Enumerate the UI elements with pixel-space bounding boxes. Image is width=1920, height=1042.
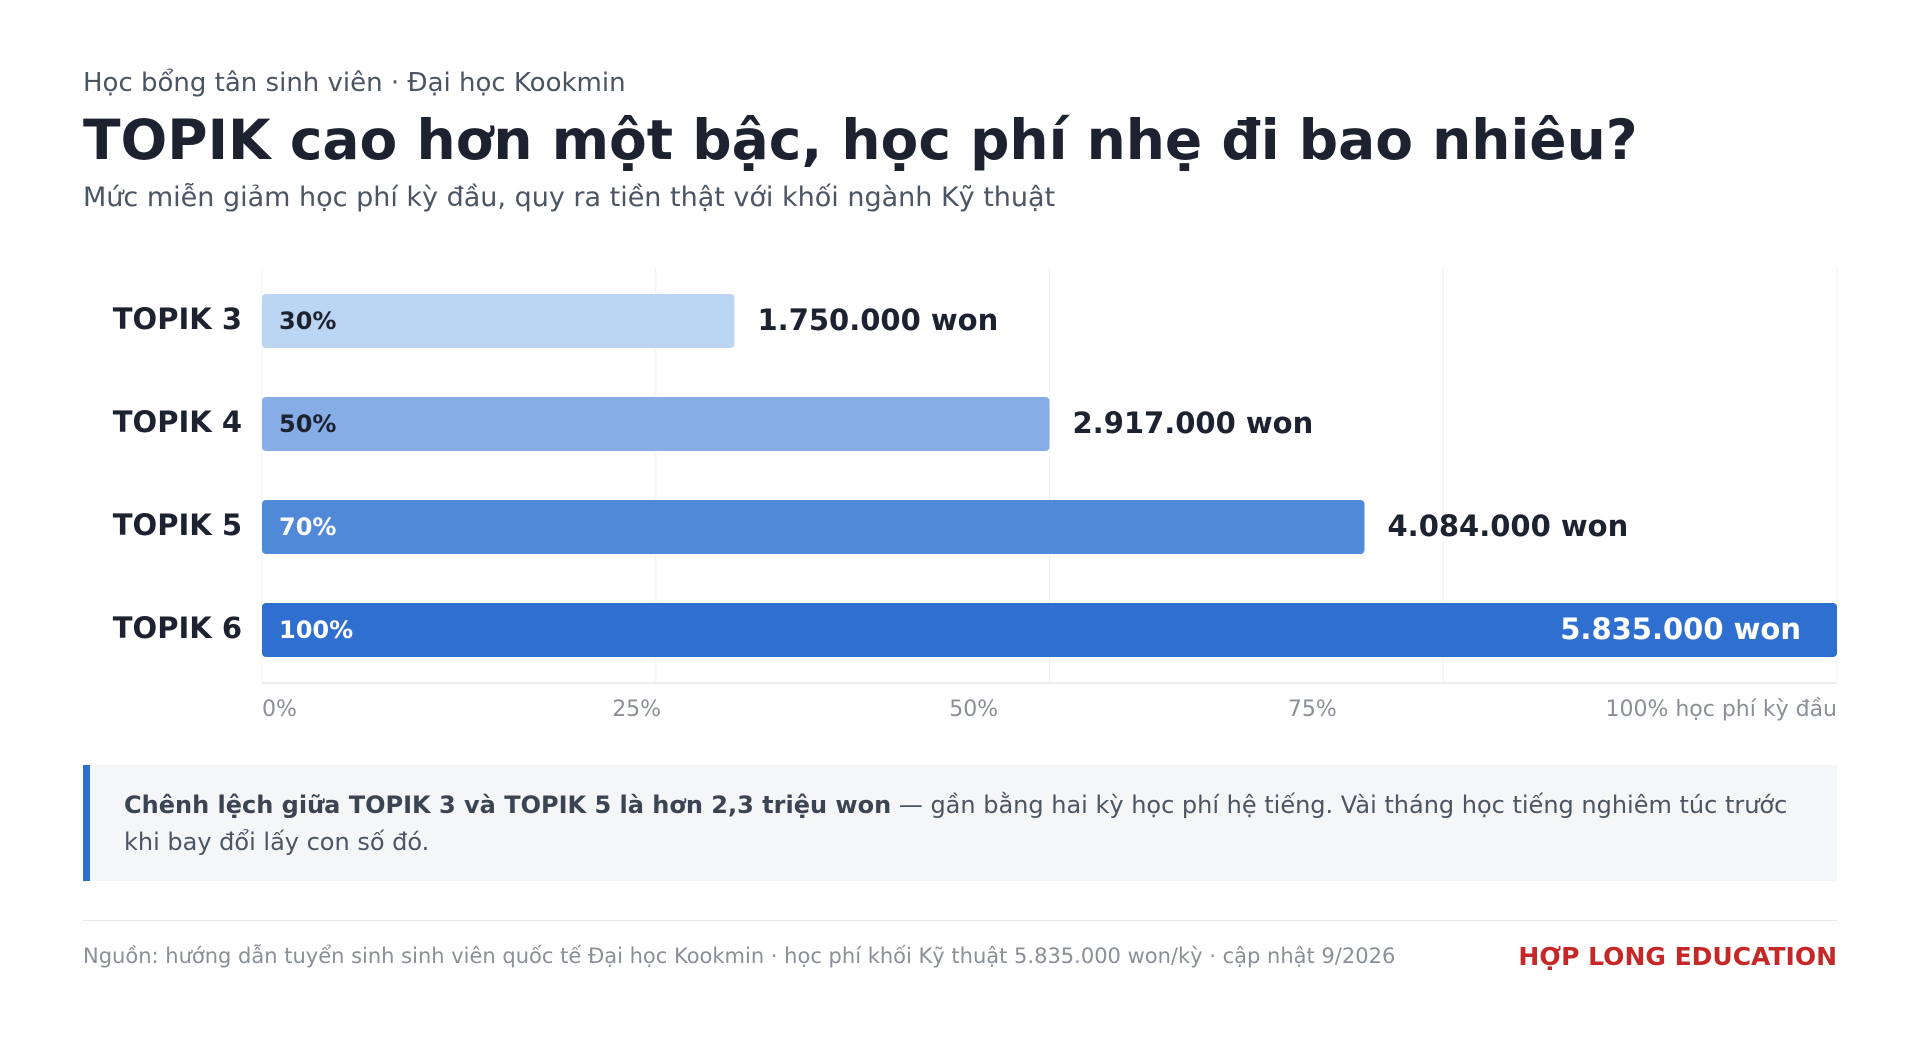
amount-label: 4.084.000 won xyxy=(1388,509,1629,543)
amount-label: 1.750.000 won xyxy=(758,303,999,337)
amount-label: 2.917.000 won xyxy=(1073,406,1314,440)
bar xyxy=(262,397,1050,451)
bar xyxy=(262,500,1365,554)
category-label: TOPIK 6 xyxy=(113,611,242,645)
category-label: TOPIK 4 xyxy=(113,405,242,439)
kicker: Học bổng tân sinh viên · Đại học Kookmin xyxy=(83,68,626,98)
callout-text: — gần bằng hai kỳ học phí hệ tiếng. Vài … xyxy=(124,791,1788,856)
category-label: TOPIK 3 xyxy=(113,302,242,336)
x-tick-label: 50% xyxy=(949,697,998,722)
brand: HỢP LONG EDUCATION xyxy=(1518,942,1837,971)
category-label: TOPIK 5 xyxy=(113,508,242,542)
value-label: 50% xyxy=(279,410,336,438)
source: Nguồn: hướng dẫn tuyển sinh sinh viên qu… xyxy=(83,944,1396,968)
callout-bold: Chênh lệch giữa TOPIK 3 và TOPIK 5 là hơ… xyxy=(124,791,892,819)
subtitle: Mức miễn giảm học phí kỳ đầu, quy ra tiề… xyxy=(83,182,1056,213)
x-tick-label: 100% học phí kỳ đầu xyxy=(1605,697,1837,722)
callout: Chênh lệch giữa TOPIK 3 và TOPIK 5 là hơ… xyxy=(83,765,1837,881)
x-tick-label: 0% xyxy=(262,697,297,722)
bar xyxy=(262,603,1837,657)
amount-label: 5.835.000 won xyxy=(1560,612,1801,646)
chart: 0% 25% 50% 75% 100% học phí kỳ đầu TOPIK 3 30%… xyxy=(113,269,1838,722)
bar xyxy=(262,294,735,348)
value-label: 30% xyxy=(279,307,336,335)
value-label: 100% xyxy=(279,616,353,644)
title: TOPIK cao hơn một bậc, học phí nhẹ đi ba… xyxy=(83,108,1638,172)
divider xyxy=(83,920,1837,921)
x-tick-label: 75% xyxy=(1288,697,1337,722)
x-tick-label: 25% xyxy=(612,697,661,722)
value-label: 70% xyxy=(279,513,336,541)
